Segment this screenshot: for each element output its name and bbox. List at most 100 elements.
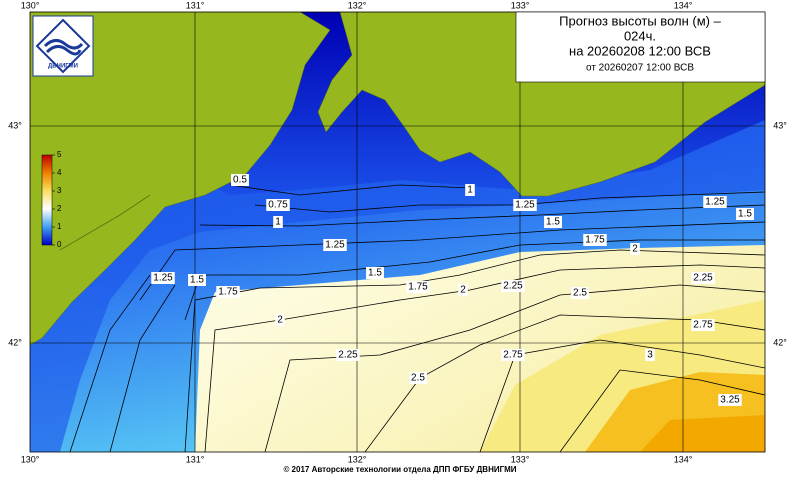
lon-label: 130°	[21, 0, 40, 10]
contour-label-bg	[458, 284, 468, 296]
contour-label-bg	[544, 216, 562, 228]
contour-label: 1.75	[583, 234, 607, 246]
colorbar-ticks: 0 1 2 3 4 5	[52, 150, 62, 249]
subtitle: от 20260207 12:00 ВСВ	[586, 63, 694, 74]
contour-label-text: 2	[277, 315, 283, 326]
contour-label-bg	[465, 184, 475, 196]
contour-label: 2.5	[571, 287, 589, 299]
contour-label-text: 1.25	[515, 200, 535, 211]
title-line: Прогноз высоты волн (м) –	[559, 13, 721, 28]
contour-label: 2.75	[691, 319, 715, 331]
contour-label-text: 1.75	[408, 282, 428, 293]
contour-label-text: 3	[647, 350, 653, 361]
contour-label: 1.5	[366, 267, 384, 279]
contour-label-bg	[406, 281, 430, 293]
contour-label-bg	[501, 280, 525, 292]
contour-label-text: 1.25	[153, 273, 173, 284]
contour-label-bg	[513, 199, 537, 211]
graticule	[30, 12, 765, 452]
lon-label: 133°	[511, 454, 530, 464]
contour-label-bg	[409, 372, 427, 384]
contour-label-text: 1.5	[190, 275, 204, 286]
contour-label: 1	[273, 216, 283, 228]
contour-label: 0.5	[231, 174, 249, 186]
lon-label: 134°	[674, 0, 693, 10]
footer: © 2017 Авторские технологии отдела ДПП Ф…	[283, 465, 516, 474]
contour-label-text: 1.5	[368, 268, 382, 279]
contour-label: 1.75	[406, 281, 430, 293]
contour-label: 2	[458, 284, 468, 296]
axis-labels: 130° 130° 131° 131° 132° 132° 133° 133° 134° 134°…	[8, 0, 787, 464]
contour-label: 2.25	[691, 272, 715, 284]
land-west	[30, 12, 331, 346]
lat-label: 42°	[8, 337, 22, 347]
colorbar-tick-label: 5	[57, 150, 62, 159]
contour-label: 1.25	[513, 199, 537, 211]
contour-label-text: 2	[632, 244, 638, 255]
lon-label: 132°	[348, 454, 367, 464]
contours	[69, 184, 765, 452]
contour-label-bg	[188, 274, 206, 286]
contour-labels: 0.5 0.75 1 1 1.25 1.25 1.5 1.5 1.75 2 1.25 1.25 1.5 1…	[151, 174, 754, 406]
contour-label-bg	[216, 286, 240, 298]
contour-label-text: 1.75	[585, 235, 605, 246]
contour-label: 2	[275, 314, 285, 326]
colorbar-tick-label: 1	[57, 222, 62, 231]
contour-label-text: 1	[467, 185, 473, 196]
contour-label: 2.25	[336, 349, 360, 361]
contour-label: 1.25	[703, 196, 727, 208]
lon-label: 134°	[674, 454, 693, 464]
contour-label-bg	[630, 243, 640, 255]
colorbar-tick-label: 2	[57, 204, 62, 213]
contour-label-text: 2.25	[693, 273, 713, 284]
contour-label: 3.25	[718, 394, 742, 406]
contour-label-text: 2.5	[573, 288, 587, 299]
colorbar	[41, 154, 53, 246]
contour-label-text: 2	[460, 285, 466, 296]
contour-label: 1.5	[188, 274, 206, 286]
contour-label-text: 1.5	[738, 209, 752, 220]
title-line: на 20260208 12:00 ВСВ	[569, 43, 711, 58]
contour-label-bg	[583, 234, 607, 246]
logo-diamond	[35, 18, 91, 74]
contour-label-bg	[151, 272, 175, 284]
colorbar-tick-label: 3	[57, 186, 62, 195]
contour-label: 1.25	[323, 239, 347, 251]
contour-label-bg	[366, 267, 384, 279]
contour-label: 2.75	[501, 349, 525, 361]
contour-label: 2.5	[409, 372, 427, 384]
contour-label-text: 2.75	[503, 350, 523, 361]
contour-label-text: 3.25	[720, 395, 740, 406]
title-box	[515, 11, 766, 83]
contour-label-text: 1.25	[705, 197, 725, 208]
contour-label: 1.5	[736, 208, 754, 220]
contour-label-text: 2.5	[411, 373, 425, 384]
contour-label: 2	[630, 243, 640, 255]
contour-label-text: 2.25	[503, 281, 523, 292]
contour-label-text: 1.25	[325, 240, 345, 251]
contour-label-bg	[273, 216, 283, 228]
contour-label-text: 2.75	[693, 320, 713, 331]
contour-label: 1.5	[544, 216, 562, 228]
contour-label-text: 1.5	[546, 217, 560, 228]
colorbar-tick-label: 4	[57, 168, 62, 177]
contour-label-bg	[275, 314, 285, 326]
contour-label-text: 0.5	[233, 175, 247, 186]
lat-label: 43°	[773, 120, 787, 130]
contour-label-text: 1.75	[218, 287, 238, 298]
lon-label: 132°	[348, 0, 367, 10]
contour-label: 1.25	[151, 272, 175, 284]
lon-label: 131°	[186, 0, 205, 10]
contour-label-text: 2.25	[338, 350, 358, 361]
map-frame	[29, 11, 766, 453]
contour-label: 0.75	[266, 199, 290, 211]
contour-label-bg	[703, 196, 727, 208]
contour-label-bg	[736, 208, 754, 220]
colorbar-tick-label: 0	[57, 240, 62, 249]
logo: ДВНИГМИ	[32, 15, 94, 77]
lon-label: 131°	[186, 454, 205, 464]
contour-label: 1.75	[216, 286, 240, 298]
logo-waves	[43, 39, 84, 56]
contour-label-bg	[645, 349, 655, 361]
contour-label-bg	[231, 174, 249, 186]
